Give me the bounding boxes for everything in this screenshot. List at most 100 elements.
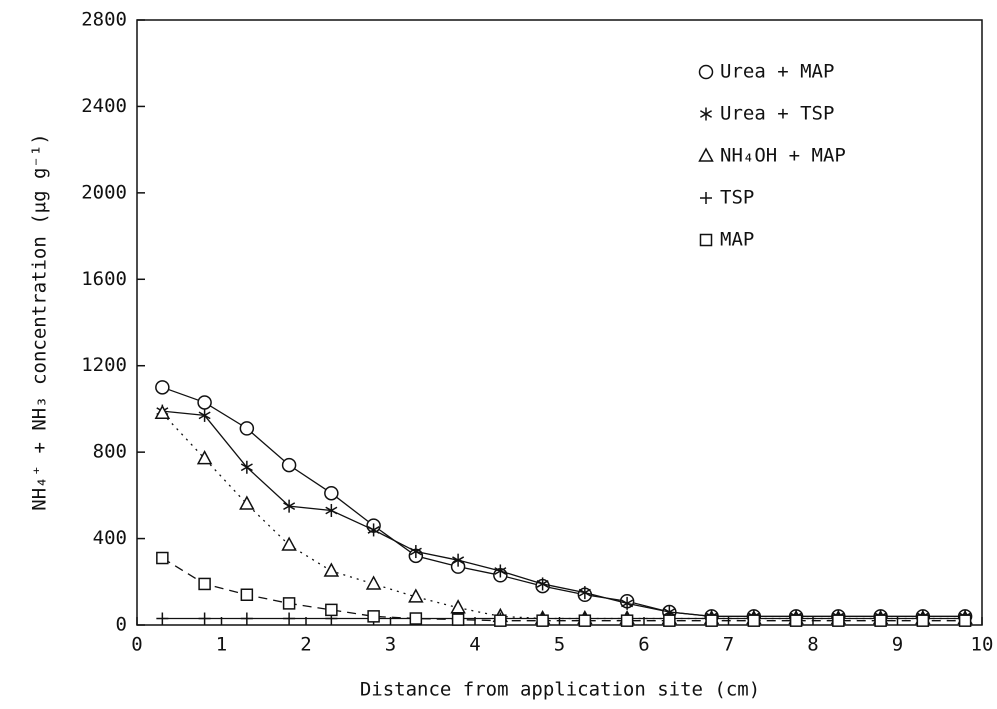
marker	[408, 588, 424, 603]
marker-shape	[324, 485, 339, 501]
marker	[196, 450, 213, 465]
marker	[578, 614, 592, 627]
plot-frame	[136, 19, 983, 626]
marker	[699, 233, 713, 247]
marker-shape	[789, 614, 803, 627]
marker	[874, 614, 887, 627]
marker	[367, 610, 380, 623]
marker	[198, 408, 211, 422]
x-tick-label: 6	[638, 634, 649, 656]
marker-shape	[747, 614, 761, 627]
marker	[705, 614, 718, 627]
marker	[282, 597, 296, 610]
marker-shape	[367, 610, 380, 623]
marker-shape	[408, 588, 424, 603]
marker-shape	[239, 495, 255, 510]
marker-shape	[699, 110, 713, 118]
marker	[283, 612, 296, 625]
y-tick-label: 0	[116, 614, 127, 636]
marker-shape	[325, 506, 338, 515]
marker-shape	[874, 614, 887, 627]
marker	[367, 523, 380, 537]
marker	[409, 545, 422, 559]
marker	[450, 599, 466, 614]
legend-label: Urea + TSP	[720, 103, 834, 125]
marker-shape	[916, 614, 930, 627]
marker-shape	[240, 588, 254, 601]
x-axis-label: Distance from application site (cm)	[360, 679, 760, 701]
marker-shape	[705, 614, 718, 627]
marker-shape	[698, 64, 714, 80]
marker	[325, 503, 338, 517]
marker	[283, 499, 296, 513]
marker	[156, 551, 169, 565]
marker-shape	[494, 614, 507, 627]
x-tick-label: 5	[554, 634, 565, 656]
marker	[452, 553, 465, 567]
marker	[409, 612, 423, 625]
x-tick-label: 0	[131, 634, 142, 656]
marker	[663, 614, 676, 627]
y-tick-label: 400	[93, 527, 127, 549]
marker	[239, 495, 255, 510]
marker-shape	[450, 599, 466, 614]
marker	[916, 614, 930, 627]
marker	[240, 612, 253, 625]
x-tick-label: 8	[807, 634, 818, 656]
marker	[154, 404, 171, 419]
marker	[325, 603, 338, 617]
legend-label: NH₄OH + MAP	[720, 145, 846, 167]
marker	[240, 588, 254, 601]
marker	[281, 536, 297, 551]
marker	[747, 614, 761, 627]
marker-shape	[451, 613, 465, 626]
x-tick-label: 2	[300, 634, 311, 656]
marker-shape	[239, 421, 255, 436]
marker-shape	[198, 411, 211, 420]
marker	[700, 192, 712, 204]
y-tick-label: 2000	[81, 181, 127, 203]
marker	[281, 457, 297, 473]
marker-shape	[323, 562, 340, 577]
marker	[323, 562, 340, 577]
y-tick-label: 2400	[81, 95, 127, 117]
marker	[324, 485, 339, 501]
marker	[699, 107, 713, 121]
marker-shape	[240, 463, 253, 472]
marker	[621, 596, 634, 610]
marker-shape	[154, 404, 171, 419]
marker-shape	[155, 380, 170, 395]
marker-shape	[197, 395, 212, 410]
series-line	[162, 410, 966, 618]
marker	[365, 575, 382, 590]
marker-shape	[156, 551, 169, 565]
x-tick-label: 7	[723, 634, 734, 656]
y-tick-label: 1600	[81, 268, 127, 290]
x-tick-label: 1	[216, 634, 227, 656]
marker-shape	[698, 147, 714, 162]
marker-shape	[699, 233, 713, 247]
legend-label: Urea + MAP	[720, 61, 834, 83]
marker	[239, 421, 255, 436]
marker-shape	[958, 614, 972, 627]
marker	[698, 147, 714, 162]
marker-shape	[536, 614, 549, 627]
marker	[156, 612, 169, 625]
marker	[536, 577, 549, 591]
series-line	[162, 557, 966, 622]
marker	[789, 614, 803, 627]
marker-shape	[196, 450, 213, 465]
marker	[155, 380, 170, 395]
marker-shape	[621, 599, 634, 608]
y-tick-label: 800	[93, 441, 127, 463]
marker	[198, 577, 211, 591]
marker-shape	[282, 597, 296, 610]
marker	[620, 614, 634, 627]
x-tick-label: 3	[385, 634, 396, 656]
marker-shape	[409, 547, 422, 556]
x-tick-label: 9	[892, 634, 903, 656]
x-tick-label: 4	[469, 634, 480, 656]
marker	[198, 612, 211, 625]
marker-shape	[367, 526, 380, 534]
